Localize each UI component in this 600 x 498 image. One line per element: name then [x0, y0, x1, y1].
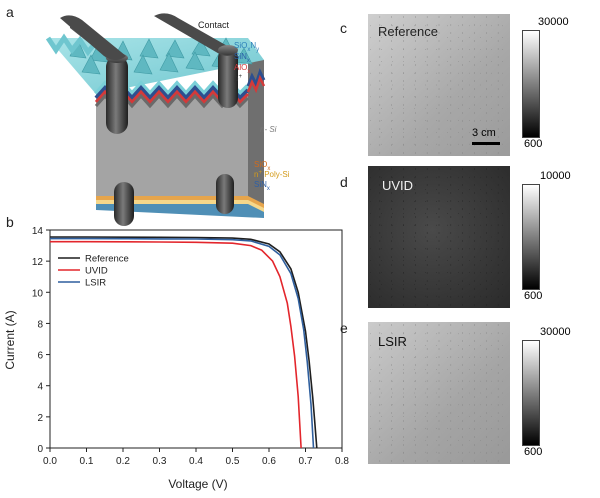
- el-image-reference: Reference 3 cm: [368, 14, 510, 156]
- el-label-uvid: UVID: [382, 178, 414, 193]
- x-tick-label: 0.7: [299, 456, 313, 467]
- label-n-si: n- Si: [260, 125, 277, 134]
- scale-bar-label: 3 cm: [472, 127, 496, 139]
- y-tick-label: 4: [37, 382, 43, 393]
- colorbar-min-reference: 600: [524, 138, 543, 150]
- series-line-lsir: [50, 237, 315, 449]
- panel-letter-d: d: [340, 174, 348, 190]
- bottom-contact-right: [216, 174, 234, 214]
- el-image-uvid: UVID: [368, 166, 510, 308]
- y-tick-label: 14: [32, 226, 44, 237]
- label-siox: SiOx: [254, 160, 270, 172]
- label-poly-si: n+ Poly-Si: [254, 170, 290, 179]
- el-label-lsir: LSIR: [378, 334, 407, 349]
- x-tick-label: 0.5: [226, 456, 240, 467]
- iv-chart: 0.0 0.1 0.2 0.3 0.4 0.5 0.6 0.7 0.8 0 2 4 6 8 10 12 14 R…: [3, 226, 350, 491]
- x-tick-label: 0.6: [262, 456, 276, 467]
- y-axis-label: Current (A): [3, 310, 17, 369]
- series-line-reference: [50, 236, 318, 449]
- colorbar-min-lsir: 600: [524, 446, 543, 458]
- panel-letter-a: a: [6, 4, 14, 20]
- bottom-contact-left: [114, 182, 134, 226]
- colorbar-max-lsir: 30000: [540, 326, 571, 338]
- x-tick-label: 0.8: [335, 456, 349, 467]
- el-label-reference: Reference: [378, 24, 438, 39]
- colorbar-max-reference: 30000: [538, 16, 569, 28]
- iv-series: [50, 236, 318, 449]
- cell-schematic: Contact SiOxNy SiNx AlOx p+ n- Si SiOx n…: [45, 13, 290, 226]
- iv-axes: 0.0 0.1 0.2 0.3 0.4 0.5 0.6 0.7 0.8 0 2 4 6 8 10 12 14: [32, 226, 350, 467]
- y-tick-label: 8: [37, 319, 43, 330]
- x-tick-label: 0.4: [189, 456, 203, 467]
- colorbar-uvid: [522, 184, 540, 290]
- colorbar-reference: [522, 30, 540, 138]
- panel-letter-e: e: [340, 320, 348, 336]
- x-tick-label: 0.0: [43, 456, 57, 467]
- y-tick-label: 10: [32, 288, 44, 299]
- label-sioxny: SiOxNy: [234, 41, 259, 53]
- label-sinx-top: SiNx: [234, 52, 250, 64]
- label-sinx-bottom: SiNx: [254, 180, 270, 192]
- el-grid-lsir: [370, 324, 508, 462]
- colorbar-lsir: [522, 340, 540, 446]
- legend-label-uvid: UVID: [85, 266, 108, 277]
- el-grid-reference: [370, 16, 508, 154]
- colorbar-max-uvid: 10000: [540, 170, 571, 182]
- colorbar-min-uvid: 600: [524, 290, 543, 302]
- series-line-uvid: [50, 240, 302, 449]
- legend-label-reference: Reference: [85, 254, 129, 265]
- y-tick-label: 0: [37, 444, 43, 455]
- panel-letter-c: c: [340, 20, 347, 36]
- y-tick-label: 2: [37, 413, 43, 424]
- block-side-face: [248, 50, 264, 208]
- x-axis-label: Voltage (V): [168, 477, 227, 491]
- top-contact-right: [154, 13, 238, 108]
- label-alox: AlOx: [234, 63, 250, 75]
- label-p-plus: p+: [234, 74, 242, 83]
- y-tick-label: 12: [32, 257, 44, 268]
- el-image-lsir: LSIR: [368, 322, 510, 464]
- x-tick-label: 0.3: [153, 456, 167, 467]
- label-contact: Contact: [198, 20, 230, 30]
- panel-letter-b: b: [6, 214, 14, 230]
- x-tick-label: 0.2: [116, 456, 130, 467]
- scale-bar: [472, 142, 500, 145]
- x-tick-label: 0.1: [80, 456, 94, 467]
- legend-label-lsir: LSIR: [85, 278, 106, 289]
- el-grid-uvid: [370, 168, 508, 306]
- y-tick-label: 6: [37, 351, 43, 362]
- top-contact-left: [60, 15, 128, 134]
